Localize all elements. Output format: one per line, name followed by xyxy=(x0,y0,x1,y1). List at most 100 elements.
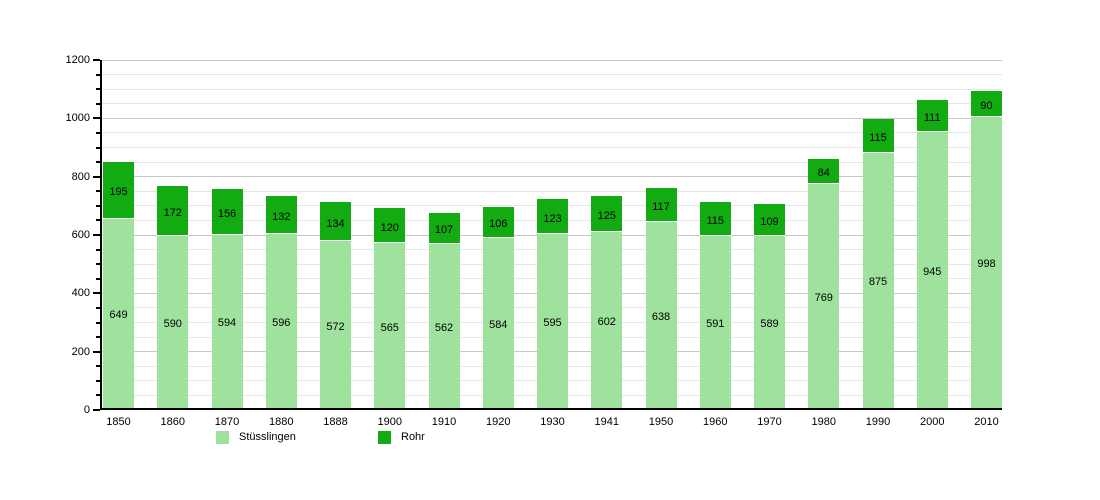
x-axis-label: 1850 xyxy=(106,416,131,428)
legend-label-stusslingen: Stüsslingen xyxy=(239,431,296,443)
gridline-minor xyxy=(102,74,1002,76)
bar-value-label-rohr: 125 xyxy=(597,210,616,223)
bar-value-label-stusslingen: 875 xyxy=(868,276,888,289)
x-axis-label: 1960 xyxy=(703,416,728,428)
bar-segment-rohr xyxy=(428,212,460,245)
bar-value-label-stusslingen: 945 xyxy=(923,266,942,279)
bar-value-label-rohr: 115 xyxy=(706,214,725,227)
y-axis-tick xyxy=(96,277,100,280)
bar-value-label-rohr: 115 xyxy=(869,132,887,145)
bar-segment-stusslingen xyxy=(916,132,948,408)
bar-value-label-stusslingen: 590 xyxy=(163,317,182,330)
gridline-major xyxy=(102,59,1002,61)
bar-segment-stusslingen xyxy=(428,244,460,408)
bar-segment-rohr xyxy=(862,119,894,153)
bar-value-label-rohr: 107 xyxy=(434,224,454,237)
bar-segment-stusslingen xyxy=(591,232,623,408)
y-axis-tick xyxy=(96,190,100,193)
gridline-major xyxy=(102,117,1002,119)
bar-value-label-stusslingen: 602 xyxy=(597,316,616,329)
y-axis-tick xyxy=(96,379,100,382)
bar-segment-stusslingen xyxy=(482,237,514,408)
plot-area: 649 195 1850 590 172 1860 594 156 1870 596 132 1880… xyxy=(93,59,1002,428)
y-axis-tick xyxy=(96,131,100,134)
bar-segment-rohr xyxy=(482,206,514,238)
bar-value-label-stusslingen: 589 xyxy=(760,318,779,331)
bar-value-label-rohr: 106 xyxy=(489,218,508,231)
y-axis-tick xyxy=(93,234,100,236)
bar-segment-rohr xyxy=(157,185,189,236)
y-axis-tick xyxy=(93,59,100,61)
bar-segment-stusslingen xyxy=(157,235,189,408)
x-axis-label: 1910 xyxy=(431,416,457,428)
bar-segment-stusslingen xyxy=(211,234,243,408)
x-axis-label: 2010 xyxy=(974,416,999,428)
bar-value-label-stusslingen: 595 xyxy=(543,317,562,330)
bar-value-label-rohr: 111 xyxy=(923,112,941,125)
bar-segment-rohr xyxy=(211,189,243,235)
y-axis-tick xyxy=(96,146,100,149)
y-axis-tick xyxy=(96,102,100,105)
y-axis-tick xyxy=(96,365,100,368)
bar-segment-stusslingen xyxy=(699,235,731,408)
legend-swatch-rohr xyxy=(378,431,391,444)
x-axis-label: 1941 xyxy=(594,416,619,428)
bar-value-label-stusslingen: 649 xyxy=(109,309,128,322)
y-axis-tick xyxy=(96,336,100,339)
gridline-minor xyxy=(102,147,1002,148)
bar-segment-rohr xyxy=(645,187,677,222)
bar-segment-rohr xyxy=(754,204,785,237)
bar-segment-stusslingen xyxy=(808,183,840,408)
bar-value-label-rohr: 90 xyxy=(980,99,993,112)
x-axis-label: 1880 xyxy=(269,416,294,428)
bar-value-label-rohr: 172 xyxy=(163,206,182,219)
x-axis-label: 1860 xyxy=(160,416,185,428)
bar-segment-stusslingen xyxy=(537,234,568,408)
y-axis-tick xyxy=(96,306,100,309)
bar-segment-stusslingen xyxy=(265,234,297,408)
bar-segment-rohr xyxy=(320,202,351,242)
bar-value-label-stusslingen: 596 xyxy=(272,317,291,330)
y-axis-tick xyxy=(96,219,100,222)
legend-label-rohr: Rohr xyxy=(401,431,425,443)
y-axis-tick xyxy=(96,248,100,251)
bar-segment-rohr xyxy=(103,161,134,219)
bar-value-label-stusslingen: 769 xyxy=(814,291,833,304)
bar-value-label-rohr: 117 xyxy=(652,200,670,213)
bar-segment-stusslingen xyxy=(754,236,785,408)
bar-segment-rohr xyxy=(265,195,297,235)
bar-segment-rohr xyxy=(591,195,623,233)
bar-value-label-rohr: 132 xyxy=(272,210,291,223)
gridline-minor xyxy=(102,132,1002,134)
y-axis-tick xyxy=(96,161,100,164)
y-axis-tick xyxy=(93,409,100,411)
y-axis-tick xyxy=(96,263,100,266)
y-axis-tick xyxy=(96,204,100,207)
bar-value-label-stusslingen: 562 xyxy=(434,322,454,335)
bar-value-label-stusslingen: 638 xyxy=(651,310,671,323)
y-axis-label: 200 xyxy=(71,345,90,358)
bar-segment-rohr xyxy=(699,202,731,236)
y-axis-tick xyxy=(96,321,100,324)
bar-segment-stusslingen xyxy=(103,218,134,408)
bar-value-label-rohr: 84 xyxy=(817,167,830,180)
x-axis-label: 1900 xyxy=(377,416,402,428)
x-axis-label: 1990 xyxy=(865,416,891,428)
bar-segment-rohr xyxy=(808,159,840,184)
x-axis-label: 1930 xyxy=(540,416,565,428)
bar-segment-rohr xyxy=(537,198,568,235)
y-axis-tick xyxy=(96,73,100,76)
bar-value-label-rohr: 156 xyxy=(217,208,237,220)
y-axis-tick xyxy=(93,175,100,178)
y-axis-label: 1200 xyxy=(65,54,90,66)
bar-value-label-stusslingen: 572 xyxy=(326,320,345,333)
bar-value-label-stusslingen: 584 xyxy=(489,318,508,331)
y-axis-tick xyxy=(93,292,100,295)
x-axis-label: 1870 xyxy=(214,416,240,428)
bar-value-label-stusslingen: 591 xyxy=(706,317,725,330)
bar-value-label-rohr: 120 xyxy=(380,221,399,234)
gridline-minor xyxy=(102,190,1002,192)
y-axis-tick xyxy=(93,117,100,120)
bar-value-label-stusslingen: 565 xyxy=(380,321,399,334)
